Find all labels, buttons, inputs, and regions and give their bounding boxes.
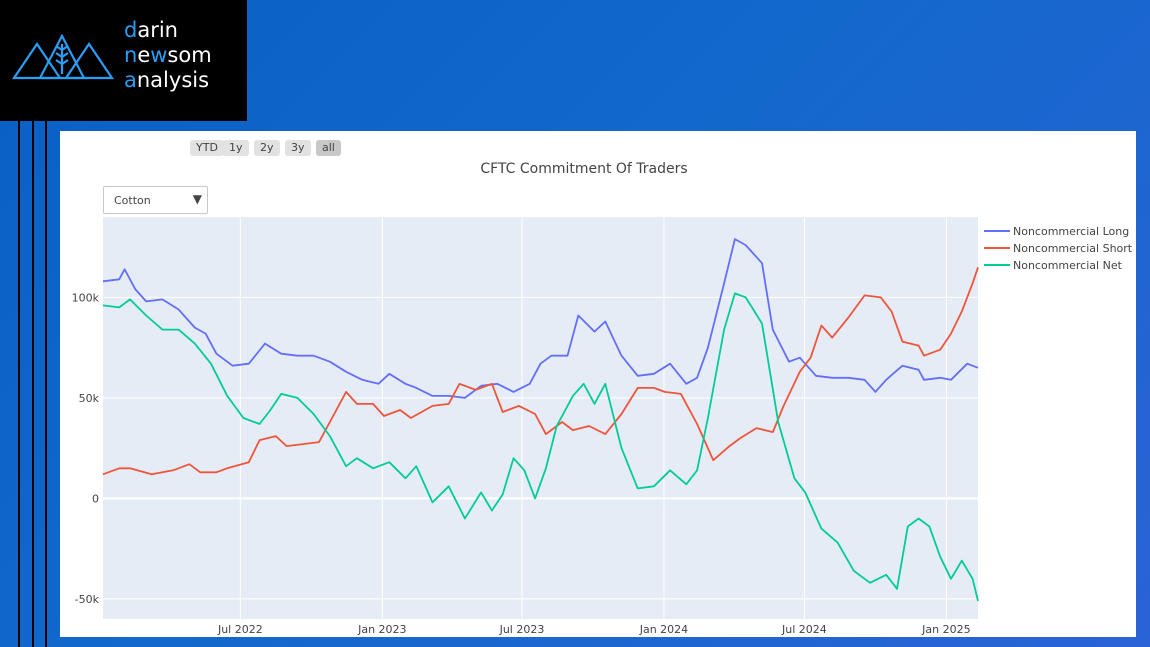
y-axis: 100k 50k 0 -50k — [72, 291, 100, 606]
legend[interactable]: Noncommercial Long Noncommercial Short Non… — [984, 225, 1133, 272]
legend-item-label[interactable]: Noncommercial Short — [1013, 242, 1133, 255]
y-tick-label: 100k — [72, 291, 100, 304]
caret-down-icon: ▼ — [192, 192, 202, 206]
plot-area — [103, 217, 978, 619]
series-line-1 — [102, 267, 979, 476]
x-tick-label: Jan 2024 — [639, 623, 688, 636]
y-tick-label: 50k — [79, 392, 100, 405]
chart-title: CFTC Commitment Of Traders — [480, 161, 687, 177]
series-lines — [102, 238, 979, 602]
mountain-logo-icon — [12, 33, 115, 80]
range-button-1y[interactable]: 1y — [223, 140, 249, 156]
decorative-rail — [45, 121, 47, 647]
commodity-dropdown[interactable]: Cotton ▼ — [103, 186, 208, 214]
commodity-dropdown-value: Cotton — [114, 194, 151, 207]
legend-item-label[interactable]: Noncommercial Net — [1013, 259, 1123, 272]
range-button-3y[interactable]: 3y — [285, 140, 311, 156]
y-tick-label: -50k — [75, 593, 100, 606]
x-tick-label: Jul 2022 — [217, 623, 263, 636]
brand-wordmark: darin newsom analysis — [124, 18, 212, 92]
x-tick-label: Jan 2025 — [921, 623, 970, 636]
range-button-2y[interactable]: 2y — [254, 140, 280, 156]
legend-item-label[interactable]: Noncommercial Long — [1013, 225, 1129, 238]
series-line-0 — [102, 238, 979, 399]
x-tick-label: Jul 2024 — [781, 623, 827, 636]
range-button-all[interactable]: all — [316, 140, 341, 156]
series-line-2 — [102, 292, 979, 602]
x-tick-label: Jul 2023 — [499, 623, 545, 636]
decorative-rail — [32, 121, 34, 647]
y-tick-label: 0 — [92, 492, 99, 505]
cot-chart: CFTC Commitment Of Traders 100k50k0-50k … — [72, 161, 1133, 636]
grid-lines — [103, 217, 978, 619]
brand-header: darin newsom analysis — [0, 0, 247, 121]
x-axis: Jul 2022 Jan 2023 Jul 2023 Jan 2024 Jul 2024… — [217, 623, 971, 636]
range-button-ytd[interactable]: YTD — [190, 140, 224, 156]
chart-card: YTD 1y 2y 3y all Cotton ▼ CFTC Commitmen… — [60, 131, 1136, 637]
decorative-rail — [18, 121, 20, 647]
x-tick-label: Jan 2023 — [357, 623, 406, 636]
